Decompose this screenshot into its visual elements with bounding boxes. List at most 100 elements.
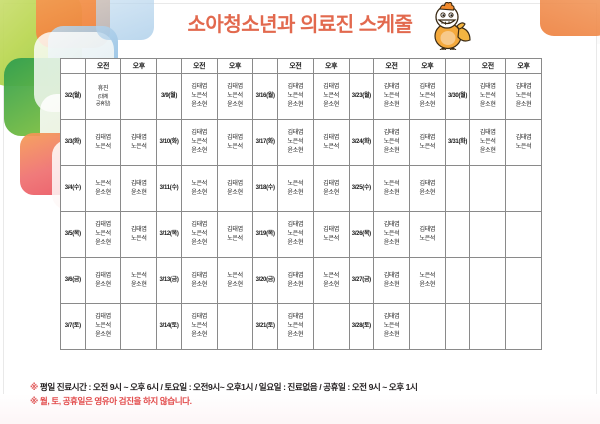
schedule-table-body: 3/2(월) 휴진 (대체 공휴일) 3/9(월) 김태엽 노은석 윤소현 김태엽 노은석 윤소현 3… [60, 73, 542, 350]
date-cell: 3/16(월) [252, 73, 278, 120]
am-shift-cell: 김태엽 노은석 윤소현 [180, 73, 218, 120]
date-cell: 3/11(수) [156, 165, 182, 212]
am-shift-cell: 김태엽 윤소현 [276, 257, 314, 304]
note-text-checkup: 월, 토, 공휴일은 영유아 검진을 하지 않습니다. [39, 395, 192, 406]
date-cell: 3/25(수) [348, 165, 375, 212]
am-shift-cell: 김태엽 윤소현 [180, 257, 218, 304]
am-shift-cell: 김태엽 노은석 윤소현 [276, 73, 314, 120]
empty-cell [444, 165, 471, 212]
pm-shift-cell: 김태엽 노은석 [505, 119, 542, 166]
am-shift-cell: 김태엽 노은석 윤소현 [180, 211, 218, 258]
date-cell: 3/31(화) [444, 119, 471, 166]
header-pm-4: 오후 [408, 58, 446, 74]
table-row: 3/4(수) 노은석 윤소현 김태엽 윤소현 3/11(수) 노은석 윤소현 김태엽 윤소현 3/1… [60, 165, 542, 212]
am-shift-cell: 김태엽 윤소현 [373, 257, 410, 304]
empty-cell [408, 303, 446, 350]
date-cell: 3/27(금) [348, 257, 375, 304]
date-cell: 3/13(금) [156, 257, 182, 304]
date-cell: 3/18(수) [252, 165, 278, 212]
date-cell: 3/4(수) [60, 165, 86, 212]
pm-shift-cell: 김태엽 노은석 [312, 211, 350, 258]
am-shift-cell: 김태엽 노은석 윤소현 [373, 303, 410, 350]
am-shift-cell: 김태엽 노은석 윤소현 [469, 119, 507, 166]
header-date-3 [252, 58, 278, 74]
am-shift-cell: 노은석 윤소현 [276, 165, 314, 212]
am-shift-cell: 김태엽 노은석 윤소현 [84, 211, 122, 258]
pm-shift-cell: 김태엽 노은석 [408, 211, 446, 258]
schedule-table-wrapper: 오전 오후 오전 오후 오전 오후 오전 오후 오전 오후 3/2(월) 휴진 (대… [60, 58, 542, 350]
am-shift-cell: 김태엽 윤소현 [84, 257, 122, 304]
header-date-5 [444, 58, 471, 74]
empty-cell [444, 257, 471, 304]
date-cell: 3/14(토) [156, 303, 182, 350]
empty-cell [469, 303, 507, 350]
empty-cell [505, 257, 542, 304]
pm-shift-cell: 김태엽 노은석 윤소현 [312, 73, 350, 120]
pm-shift-cell: 노은석 윤소현 [120, 257, 158, 304]
empty-cell [444, 211, 471, 258]
empty-cell [505, 165, 542, 212]
am-shift-cell: 노은석 윤소현 [180, 165, 218, 212]
pm-shift-cell: 김태엽 노은석 윤소현 [505, 73, 542, 120]
empty-cell [469, 211, 507, 258]
table-row: 3/3(화) 김태엽 노은석 김태엽 노은석 3/10(화) 김태엽 노은석 윤소현 김태엽 노은석… [60, 119, 542, 166]
note-mark-1: ※ [30, 382, 38, 392]
am-shift-cell: 김태엽 노은석 윤소현 [180, 119, 218, 166]
header-row: 오전 오후 오전 오후 오전 오후 오전 오후 오전 오후 [60, 58, 542, 74]
am-shift-cell: 김태엽 노은석 윤소현 [84, 303, 122, 350]
empty-cell [120, 73, 158, 120]
pm-shift-cell: 김태엽 윤소현 [120, 165, 158, 212]
pm-shift-cell: 김태엽 노은석 윤소현 [408, 73, 446, 120]
pm-shift-cell: 김태엽 노은석 [216, 119, 254, 166]
date-cell: 3/2(월) [60, 73, 86, 120]
am-shift-cell: 김태엽 노은석 윤소현 [180, 303, 218, 350]
empty-cell [120, 303, 158, 350]
pm-shift-cell: 김태엽 윤소현 [408, 165, 446, 212]
header-date-2 [156, 58, 182, 74]
pm-shift-cell: 노은석 윤소현 [408, 257, 446, 304]
pm-shift-cell: 김태엽 노은석 [120, 119, 158, 166]
am-shift-cell: 노은석 윤소현 [84, 165, 122, 212]
date-cell: 3/3(화) [60, 119, 86, 166]
header-pm-2: 오후 [216, 58, 254, 74]
header-pm-5: 오후 [505, 58, 542, 74]
empty-cell [505, 211, 542, 258]
pm-shift-cell: 김태엽 윤소현 [216, 165, 254, 212]
date-cell: 3/19(목) [252, 211, 278, 258]
empty-cell [469, 165, 507, 212]
pm-shift-cell: 김태엽 윤소현 [312, 165, 350, 212]
am-shift-cell: 노은석 윤소현 [373, 165, 410, 212]
date-cell: 3/20(금) [252, 257, 278, 304]
am-shift-cell: 김태엽 노은석 윤소현 [276, 303, 314, 350]
header-date-4 [348, 58, 375, 74]
am-shift-cell: 김태엽 노은석 윤소현 [276, 211, 314, 258]
date-cell: 3/21(토) [252, 303, 278, 350]
pm-shift-cell: 노은석 윤소현 [312, 257, 350, 304]
date-cell: 3/12(목) [156, 211, 182, 258]
pm-shift-cell: 김태엽 노은석 [216, 211, 254, 258]
am-shift-cell: 김태엽 노은석 윤소현 [373, 73, 410, 120]
table-row: 3/5(목) 김태엽 노은석 윤소현 김태엽 노은석 3/12(목) 김태엽 노은석 윤소현 김태엽… [60, 211, 542, 258]
date-cell: 3/6(금) [60, 257, 86, 304]
table-row: 3/6(금) 김태엽 윤소현 노은석 윤소현 3/13(금) 김태엽 윤소현 노은석 윤소현 3/2… [60, 257, 542, 304]
empty-cell [312, 303, 350, 350]
footer-notes: ※ 평일 진료시간 : 오전 9시 ~ 오후 6시 / 토요일 : 오전9시~ 오… [30, 381, 575, 409]
date-cell: 3/5(목) [60, 211, 86, 258]
date-cell: 3/10(화) [156, 119, 182, 166]
page-title: 소아청소년과 의료진 스케줄 [187, 14, 413, 36]
chick-mascot-icon [434, 2, 471, 50]
empty-cell [469, 257, 507, 304]
pm-shift-cell: 노은석 윤소현 [216, 257, 254, 304]
pm-shift-cell: 김태엽 노은석 윤소현 [216, 73, 254, 120]
empty-cell [444, 303, 471, 350]
note-text-hours: 평일 진료시간 : 오전 9시 ~ 오후 6시 / 토요일 : 오전9시~ 오후… [39, 382, 418, 392]
am-shift-cell: 김태엽 노은석 윤소현 [373, 119, 410, 166]
date-cell: 3/7(토) [60, 303, 86, 350]
note-line-hours: ※ 평일 진료시간 : 오전 9시 ~ 오후 6시 / 토요일 : 오전9시~ 오… [30, 381, 575, 395]
empty-cell [216, 303, 254, 350]
schedule-table-head: 오전 오후 오전 오후 오전 오후 오전 오후 오전 오후 [60, 58, 542, 74]
header-am-5: 오전 [469, 58, 507, 74]
header-am-4: 오전 [373, 58, 410, 74]
table-row: 3/2(월) 휴진 (대체 공휴일) 3/9(월) 김태엽 노은석 윤소현 김태엽 노은석 윤소현 3… [60, 73, 542, 120]
date-cell: 3/23(월) [348, 73, 375, 120]
